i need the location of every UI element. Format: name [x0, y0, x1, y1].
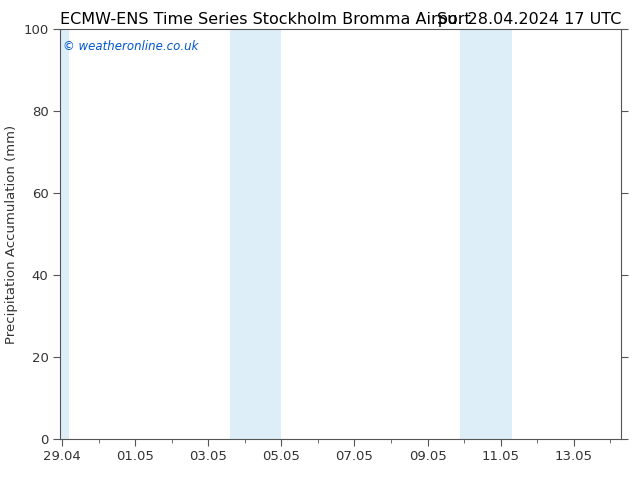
Bar — [460, 29, 512, 439]
Bar — [60, 29, 69, 439]
Y-axis label: Precipitation Accumulation (mm): Precipitation Accumulation (mm) — [4, 124, 18, 343]
Bar — [230, 29, 281, 439]
Text: Su. 28.04.2024 17 UTC: Su. 28.04.2024 17 UTC — [437, 12, 621, 27]
Text: © weatheronline.co.uk: © weatheronline.co.uk — [63, 40, 198, 52]
Text: ECMW-ENS Time Series Stockholm Bromma Airport: ECMW-ENS Time Series Stockholm Bromma Ai… — [60, 12, 471, 27]
